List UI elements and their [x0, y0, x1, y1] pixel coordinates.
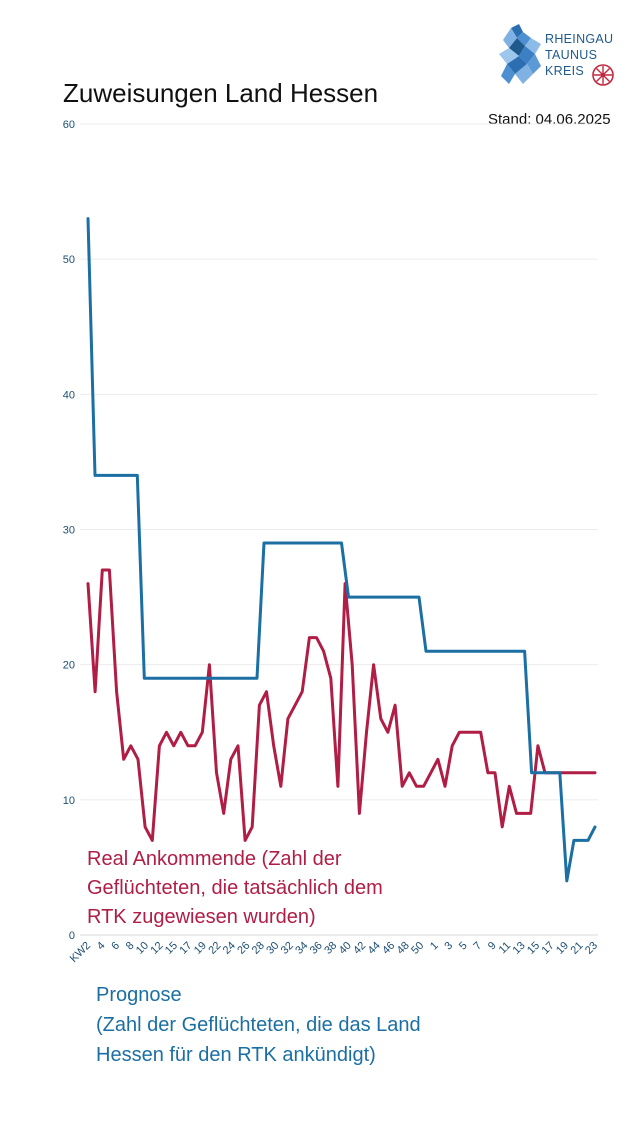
y-tick-label: 30: [63, 525, 75, 537]
x-tick-label: 9: [486, 940, 499, 953]
y-tick-label: 40: [63, 389, 75, 401]
legend-real-line-2: Geflüchteten, die tatsächlich dem: [87, 877, 383, 899]
x-tick-label: 6: [109, 940, 122, 953]
x-axis-ticks: KW2 4 6 81012151719222426283032343638404244…: [68, 940, 600, 965]
wheel-emblem-icon: [592, 64, 614, 86]
y-axis-ticks: 0 10 20 30 40 50 60: [63, 119, 75, 942]
y-tick-label: 20: [63, 660, 75, 672]
logo-line-rheingau: RHEINGAU: [545, 32, 614, 46]
legend-prognose-label: Prognose (Zahl der Geflüchteten, die das…: [96, 980, 496, 1070]
legend-prognose-line-2: (Zahl der Geflüchteten, die das Land: [96, 1014, 421, 1036]
x-tick-label: 8: [124, 940, 137, 953]
x-tick-label: KW2: [68, 940, 93, 965]
legend-prognose-line-1: Prognose: [96, 984, 182, 1006]
rheingau-taunus-kreis-logo: RHEINGAU TAUNUS KREIS: [497, 22, 627, 88]
lion-emblem-icon: [499, 24, 541, 84]
series-lines: [86, 217, 597, 883]
logo-text: RHEINGAU TAUNUS KREIS: [545, 31, 613, 79]
x-tick-label: 3: [442, 940, 455, 953]
y-tick-label: 60: [63, 119, 75, 131]
x-tick-label: 4: [95, 940, 108, 953]
x-tick-label: 5: [457, 940, 470, 953]
legend-prognose-line-3: Hessen für den RTK ankündigt): [96, 1044, 376, 1066]
legend-real-line-3: RTK zugewiesen wurden): [87, 906, 316, 928]
x-tick-label: 7: [471, 940, 484, 953]
logo-line-kreis: KREIS: [545, 64, 585, 78]
x-tick-label: 1: [428, 940, 441, 953]
logo-line-taunus: TAUNUS: [545, 48, 598, 62]
y-tick-label: 50: [63, 254, 75, 266]
legend-real-line-1: Real Ankommende (Zahl der: [87, 848, 342, 870]
legend-real-label: Real Ankommende (Zahl der Geflüchteten, …: [87, 845, 447, 932]
x-tick-label: 50: [409, 940, 426, 957]
grid-lines: [80, 123, 598, 936]
series-line-real-ankommende: [86, 568, 597, 842]
series-line-prognose: [86, 217, 597, 883]
y-tick-label: 10: [63, 795, 75, 807]
chart-title: Zuweisungen Land Hessen: [63, 78, 379, 108]
x-tick-label: 23: [583, 940, 600, 957]
y-tick-label: 0: [69, 930, 75, 942]
